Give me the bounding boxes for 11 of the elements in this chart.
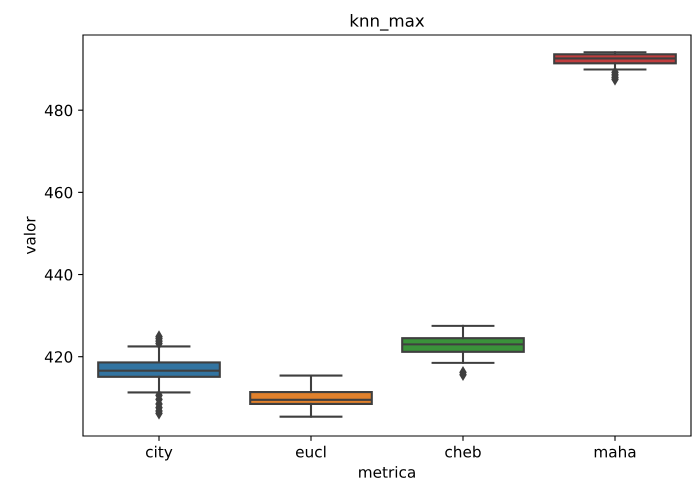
y-axis-title: valor [24, 216, 36, 254]
y-tick-label: 480 [44, 104, 72, 116]
y-tick-label: 440 [44, 268, 72, 281]
y-tick-label: 420 [44, 351, 72, 363]
x-axis-title: metrica [359, 466, 415, 478]
x-tick-label: eucl [296, 446, 326, 458]
y-tick-label: 460 [44, 186, 72, 198]
chart-title: knn_max [350, 14, 424, 31]
x-tick-label: city [146, 446, 172, 461]
x-tick-label: cheb [445, 446, 481, 458]
x-tick-label: maha [594, 446, 636, 458]
